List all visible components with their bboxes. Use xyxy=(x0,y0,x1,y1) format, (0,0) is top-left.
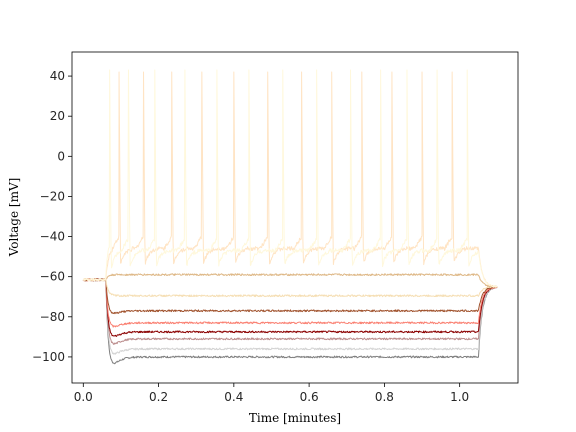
x-axis-title: Time [minutes] xyxy=(249,411,341,425)
x-tick-label: 0.0 xyxy=(74,390,93,404)
y-axis-title: Voltage [mV] xyxy=(7,178,21,258)
y-tick-label: −100 xyxy=(32,350,65,364)
y-tick-label: −20 xyxy=(40,189,65,203)
y-tick-label: 40 xyxy=(50,69,65,83)
x-tick-label: 0.2 xyxy=(149,390,168,404)
plot-frame xyxy=(71,51,519,384)
y-tick-label: −40 xyxy=(40,230,65,244)
trace-line-5 xyxy=(82,278,498,328)
trace-line-3 xyxy=(83,277,498,345)
x-tick-label: 1.0 xyxy=(450,390,469,404)
x-tick-label: 0.8 xyxy=(375,390,394,404)
trace-line-8 xyxy=(82,273,498,288)
y-tick-label: −60 xyxy=(40,270,65,284)
y-tick-label: 20 xyxy=(50,109,65,123)
trace-line-4 xyxy=(82,278,498,337)
trace-layer xyxy=(82,69,498,365)
trace-line-6 xyxy=(82,278,498,315)
trace-line-10 xyxy=(82,69,498,288)
trace-line-1 xyxy=(83,278,498,365)
y-axis: −100 −80 −60 −40 −20 0 20 40 xyxy=(32,69,72,364)
y-tick-label: −80 xyxy=(40,310,65,324)
y-tick-label: 0 xyxy=(57,149,65,163)
trace-line-2 xyxy=(83,278,498,355)
x-axis: 0.0 0.2 0.4 0.6 0.8 1.0 xyxy=(74,383,469,404)
trace-line-7 xyxy=(82,278,498,298)
x-tick-label: 0.4 xyxy=(224,390,243,404)
x-tick-label: 0.6 xyxy=(300,390,319,404)
